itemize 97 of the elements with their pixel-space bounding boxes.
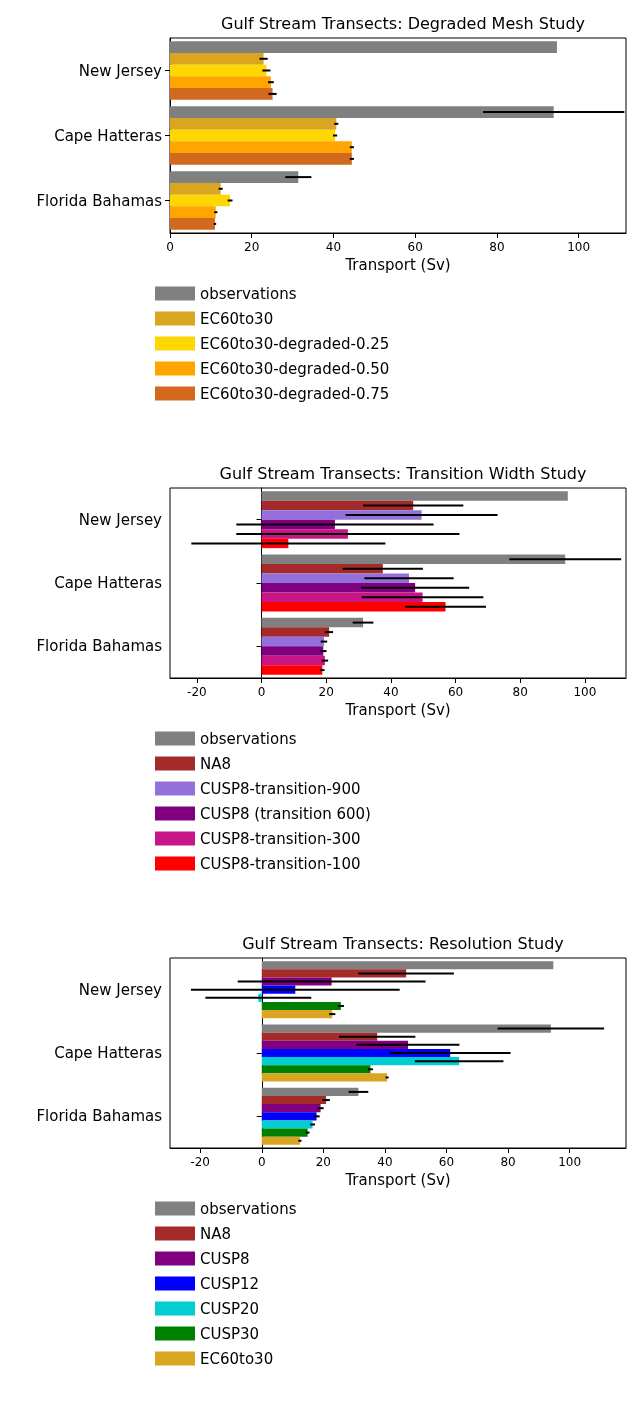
x-axis-title: Transport (Sv): [344, 255, 451, 274]
legend-label: CUSP8: [200, 1249, 250, 1268]
bar: [261, 1001, 341, 1011]
bar: [261, 627, 330, 637]
x-tick-label: 20: [318, 685, 334, 699]
bar: [170, 194, 231, 207]
bar: [261, 617, 364, 628]
bar: [261, 491, 568, 501]
legend-label: CUSP8-transition-100: [200, 854, 361, 873]
y-tick-label: Cape Hatteras: [54, 126, 163, 145]
bar: [261, 665, 323, 675]
x-axis-title: Transport (Sv): [344, 700, 451, 719]
bar: [261, 1065, 371, 1074]
bar: [261, 602, 446, 612]
legend-label: CUSP8 (transition 600): [200, 804, 371, 823]
bar: [261, 564, 383, 574]
y-tick-label: New Jersey: [78, 980, 163, 999]
legend-label: CUSP12: [200, 1274, 260, 1293]
bar: [170, 117, 337, 130]
bar: [261, 1010, 333, 1019]
chart-title: Gulf Stream Transects: Resolution Study: [242, 933, 564, 953]
legend-label: NA8: [200, 1224, 232, 1243]
legend-label: observations: [200, 1199, 297, 1218]
bar: [261, 583, 416, 593]
bar: [261, 1120, 313, 1129]
legend-label: EC60to30: [200, 309, 274, 328]
y-tick-label: Florida Bahamas: [36, 637, 163, 656]
x-axis-title: Transport (Sv): [344, 1170, 451, 1189]
x-tick-label: -20: [190, 1155, 210, 1169]
chart-title: Gulf Stream Transects: Degraded Mesh Study: [220, 13, 586, 33]
bar: [261, 510, 422, 520]
bar: [261, 655, 325, 666]
y-tick-label: Cape Hatteras: [54, 574, 163, 592]
bar: [261, 1087, 359, 1096]
bar: [261, 554, 566, 564]
bar: [170, 206, 216, 219]
bar: [170, 153, 352, 165]
bar: [261, 636, 324, 647]
x-tick-label: 20: [315, 1155, 331, 1169]
bar: [170, 218, 215, 230]
x-tick-label: 80: [512, 685, 528, 699]
chart-title: Gulf Stream Transects: Transition Width Study: [219, 463, 587, 483]
bar: [170, 141, 352, 154]
bar: [261, 1104, 321, 1113]
bar: [261, 1112, 317, 1121]
bar: [170, 64, 267, 77]
legend-label: CUSP20: [200, 1299, 260, 1318]
legend-label: EC60to30-degraded-0.25: [200, 334, 390, 353]
x-tick-label: 100: [567, 240, 591, 254]
x-tick-label: 0: [166, 240, 174, 254]
x-tick-label: 60: [438, 1155, 455, 1169]
bar: [261, 1024, 551, 1033]
bar: [170, 182, 221, 195]
x-tick-label: 40: [383, 685, 399, 699]
bar: [261, 646, 324, 656]
legend-label: CUSP8-transition-900: [200, 779, 361, 798]
bar: [261, 1136, 300, 1145]
bar: [261, 1128, 308, 1137]
bar: [261, 1032, 378, 1041]
bar: [170, 171, 299, 183]
bar: [170, 76, 271, 89]
bar: [261, 1040, 409, 1049]
x-tick-label: 0: [257, 1155, 266, 1169]
legend-label: EC60to30-degraded-0.75: [200, 384, 390, 403]
bar: [170, 88, 273, 100]
x-tick-label: 20: [244, 240, 260, 254]
bar: [261, 1095, 327, 1105]
bar: [170, 106, 554, 118]
bar: [170, 41, 557, 53]
x-tick-label: 100: [573, 685, 597, 699]
x-tick-label: 60: [407, 240, 423, 254]
x-tick-label: -20: [187, 685, 207, 699]
legend-label: observations: [200, 729, 297, 748]
x-tick-label: 0: [257, 685, 266, 699]
y-tick-label: Florida Bahamas: [36, 1107, 163, 1126]
bar: [170, 129, 336, 142]
y-tick-label: New Jersey: [78, 510, 163, 529]
legend-label: CUSP30: [200, 1324, 260, 1343]
bar: [261, 1073, 388, 1082]
x-tick-label: 80: [489, 240, 505, 254]
x-tick-label: 40: [377, 1155, 393, 1169]
x-tick-label: 100: [558, 1155, 582, 1169]
legend-label: observations: [200, 284, 297, 303]
legend-label: EC60to30-degraded-0.50: [200, 359, 390, 378]
x-tick-label: 80: [500, 1155, 516, 1169]
bar: [261, 961, 554, 970]
legend-label: CUSP8-transition-300: [200, 829, 361, 848]
x-tick-label: 40: [325, 240, 342, 254]
y-tick-label: New Jersey: [78, 61, 163, 80]
y-tick-label: Cape Hatteras: [54, 1044, 163, 1062]
x-tick-label: 60: [447, 685, 464, 699]
bar: [170, 52, 264, 65]
legend-label: NA8: [200, 754, 232, 773]
bar: [261, 1057, 460, 1066]
bar: [261, 969, 407, 978]
legend-label: EC60to30: [200, 1349, 274, 1368]
y-tick-label: Florida Bahamas: [36, 191, 163, 210]
